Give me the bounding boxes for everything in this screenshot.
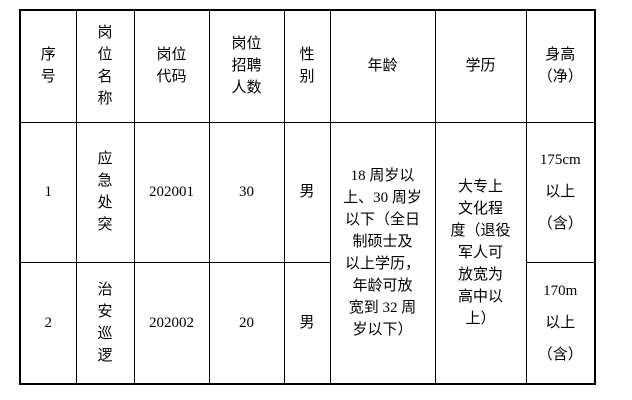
header-position-name: 岗 位 名 称 [75,9,135,123]
table-header-row: 序 号 岗 位 名 称 岗位 代码 岗位 招聘 人数 性 别 年龄 学历 身高 … [19,9,596,123]
header-education: 学历 [434,9,527,123]
cell-row1-serial: 1 [19,121,77,263]
header-gender: 性 别 [283,9,331,123]
cell-row2-recruit-count: 20 [208,261,285,385]
table-row-1: 1 应 急 处 突 202001 30 男 18 周岁以 上、30 周岁 以下（… [19,121,596,385]
cell-age-merged: 18 周岁以 上、30 周岁 以下（全日 制硕士及 以上学历， 年龄可放 宽到 … [329,121,436,385]
cell-row2-serial: 2 [19,261,77,385]
header-recruit-count: 岗位 招聘 人数 [208,9,285,123]
cell-row1-gender: 男 [283,121,331,263]
table-row-2: 2 治 安 巡 逻 202002 20 男 170m 以上 （含） [19,261,596,385]
cell-row1-position-name: 应 急 处 突 [75,121,135,263]
header-serial-number: 序 号 [19,9,77,123]
header-height-net: 身高 （净） [525,9,596,123]
cell-row1-position-code: 202001 [133,121,210,263]
header-age: 年龄 [329,9,436,123]
cell-row2-position-name: 治 安 巡 逻 [75,261,135,385]
cell-row1-recruit-count: 30 [208,121,285,263]
recruitment-table: 序 号 岗 位 名 称 岗位 代码 岗位 招聘 人数 性 别 年龄 学历 身高 … [19,9,596,385]
header-position-code: 岗位 代码 [133,9,210,123]
cell-education-merged: 大专上 文化程 度（退役 军人可 放宽为 高中以 上） [434,121,527,385]
cell-row2-height: 170m 以上 （含） [525,261,596,385]
cell-row1-height: 175cm 以上 （含） [525,121,596,263]
cell-row2-position-code: 202002 [133,261,210,385]
cell-row2-gender: 男 [283,261,331,385]
